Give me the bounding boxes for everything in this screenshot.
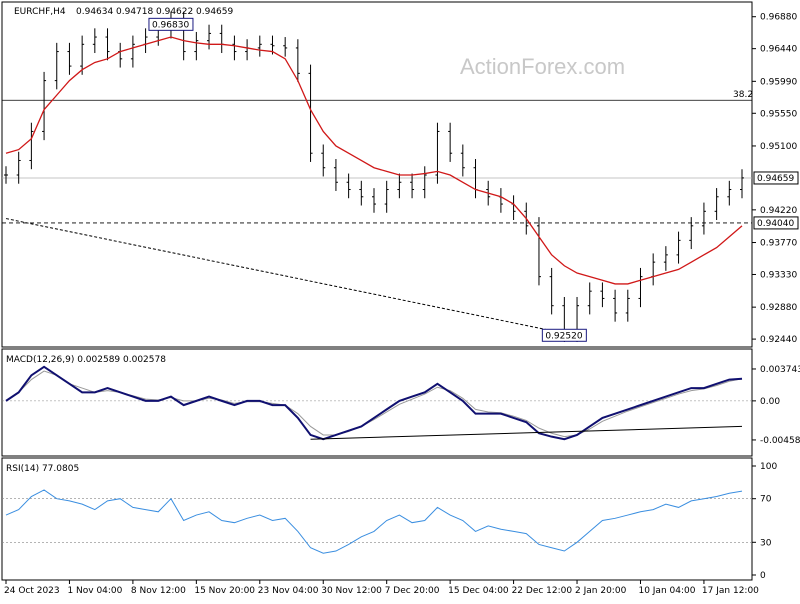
x-tick-label: 23 Nov 04:00 bbox=[258, 586, 319, 596]
watermark: ActionForex.com bbox=[460, 54, 625, 79]
x-tick-label: 22 Dec 12:00 bbox=[512, 586, 573, 596]
x-tick-label: 8 Nov 12:00 bbox=[131, 586, 186, 596]
macd-tick-label: -0.004585 bbox=[760, 436, 800, 446]
price-tick-label: 0.93330 bbox=[760, 270, 797, 280]
low-label-box bbox=[541, 328, 587, 342]
price-tick-label: 0.94220 bbox=[760, 206, 797, 216]
moving-average-line bbox=[5, 36, 743, 285]
macd-main-line bbox=[5, 365, 743, 441]
ohlc-open: 0.94634 bbox=[76, 7, 113, 17]
rsi-tick-label: 70 bbox=[760, 495, 772, 505]
axis-layer: 0.96880 0.96440 0.95990 0.95550 0.95100 0.942… bbox=[4, 13, 800, 596]
price-tick-label: 0.96880 bbox=[760, 13, 797, 23]
macd-layer bbox=[2, 365, 752, 441]
rsi-line bbox=[5, 489, 743, 554]
high-label: 0.96830 bbox=[152, 20, 189, 30]
price-tick-label: 0.95100 bbox=[760, 142, 797, 152]
price-tick-label: 0.95990 bbox=[760, 77, 797, 87]
x-tick-label: 2 Jan 20:00 bbox=[575, 586, 627, 596]
low-label: 0.92520 bbox=[545, 331, 582, 341]
price-tick-label: 0.93770 bbox=[760, 239, 797, 249]
macd-tick-label: 0.003743 bbox=[760, 365, 800, 375]
price-tick-label: 0.95550 bbox=[760, 109, 797, 119]
price-trendline bbox=[5, 218, 565, 334]
rsi-tick-label: 0 bbox=[760, 571, 766, 581]
current-price-label: 0.94659 bbox=[757, 174, 794, 184]
ohlc-low: 0.94622 bbox=[156, 7, 193, 17]
rsi-label: RSI(14) 77.0805 bbox=[6, 464, 79, 474]
fib-level-label: 38.2 bbox=[733, 90, 753, 100]
x-tick-label: 30 Nov 12:00 bbox=[321, 586, 382, 596]
x-tick-label: 15 Dec 04:00 bbox=[448, 586, 509, 596]
macd-label: MACD(12,26,9) 0.002589 0.002578 bbox=[6, 355, 166, 365]
x-tick-label: 1 Nov 04:00 bbox=[67, 586, 122, 596]
x-tick-label: 7 Dec 20:00 bbox=[385, 586, 440, 596]
current-price-box bbox=[753, 171, 799, 185]
x-tick-label: 15 Nov 20:00 bbox=[194, 586, 255, 596]
rsi-tick-label: 100 bbox=[760, 462, 777, 472]
x-tick-label: 17 Jan 12:00 bbox=[702, 586, 759, 596]
price-layer: 38.2 0.96830 0.92520 bbox=[2, 11, 753, 342]
price-tick-label: 0.96440 bbox=[760, 45, 797, 55]
x-tick-label: 24 Oct 2023 bbox=[4, 586, 60, 596]
rsi-tick-label: 30 bbox=[760, 538, 772, 548]
support-price-label: 0.94040 bbox=[757, 219, 794, 229]
macd-trendline bbox=[310, 425, 743, 440]
rsi-layer bbox=[2, 489, 752, 554]
chart-title: EURCHF,H4 bbox=[14, 7, 66, 17]
x-tick-label: 10 Jan 04:00 bbox=[638, 586, 695, 596]
high-label-box bbox=[148, 17, 194, 31]
macd-tick-label: 0.00 bbox=[760, 397, 780, 407]
price-panel-frame bbox=[1, 1, 753, 348]
price-tick-label: 0.92880 bbox=[760, 303, 797, 313]
macd-panel-frame bbox=[1, 348, 753, 457]
price-tick-label: 0.92440 bbox=[760, 335, 797, 345]
ohlc-close: 0.94659 bbox=[196, 7, 233, 17]
support-price-box bbox=[753, 216, 799, 230]
ohlc-high: 0.94718 bbox=[116, 7, 153, 17]
rsi-panel-frame bbox=[1, 457, 753, 581]
